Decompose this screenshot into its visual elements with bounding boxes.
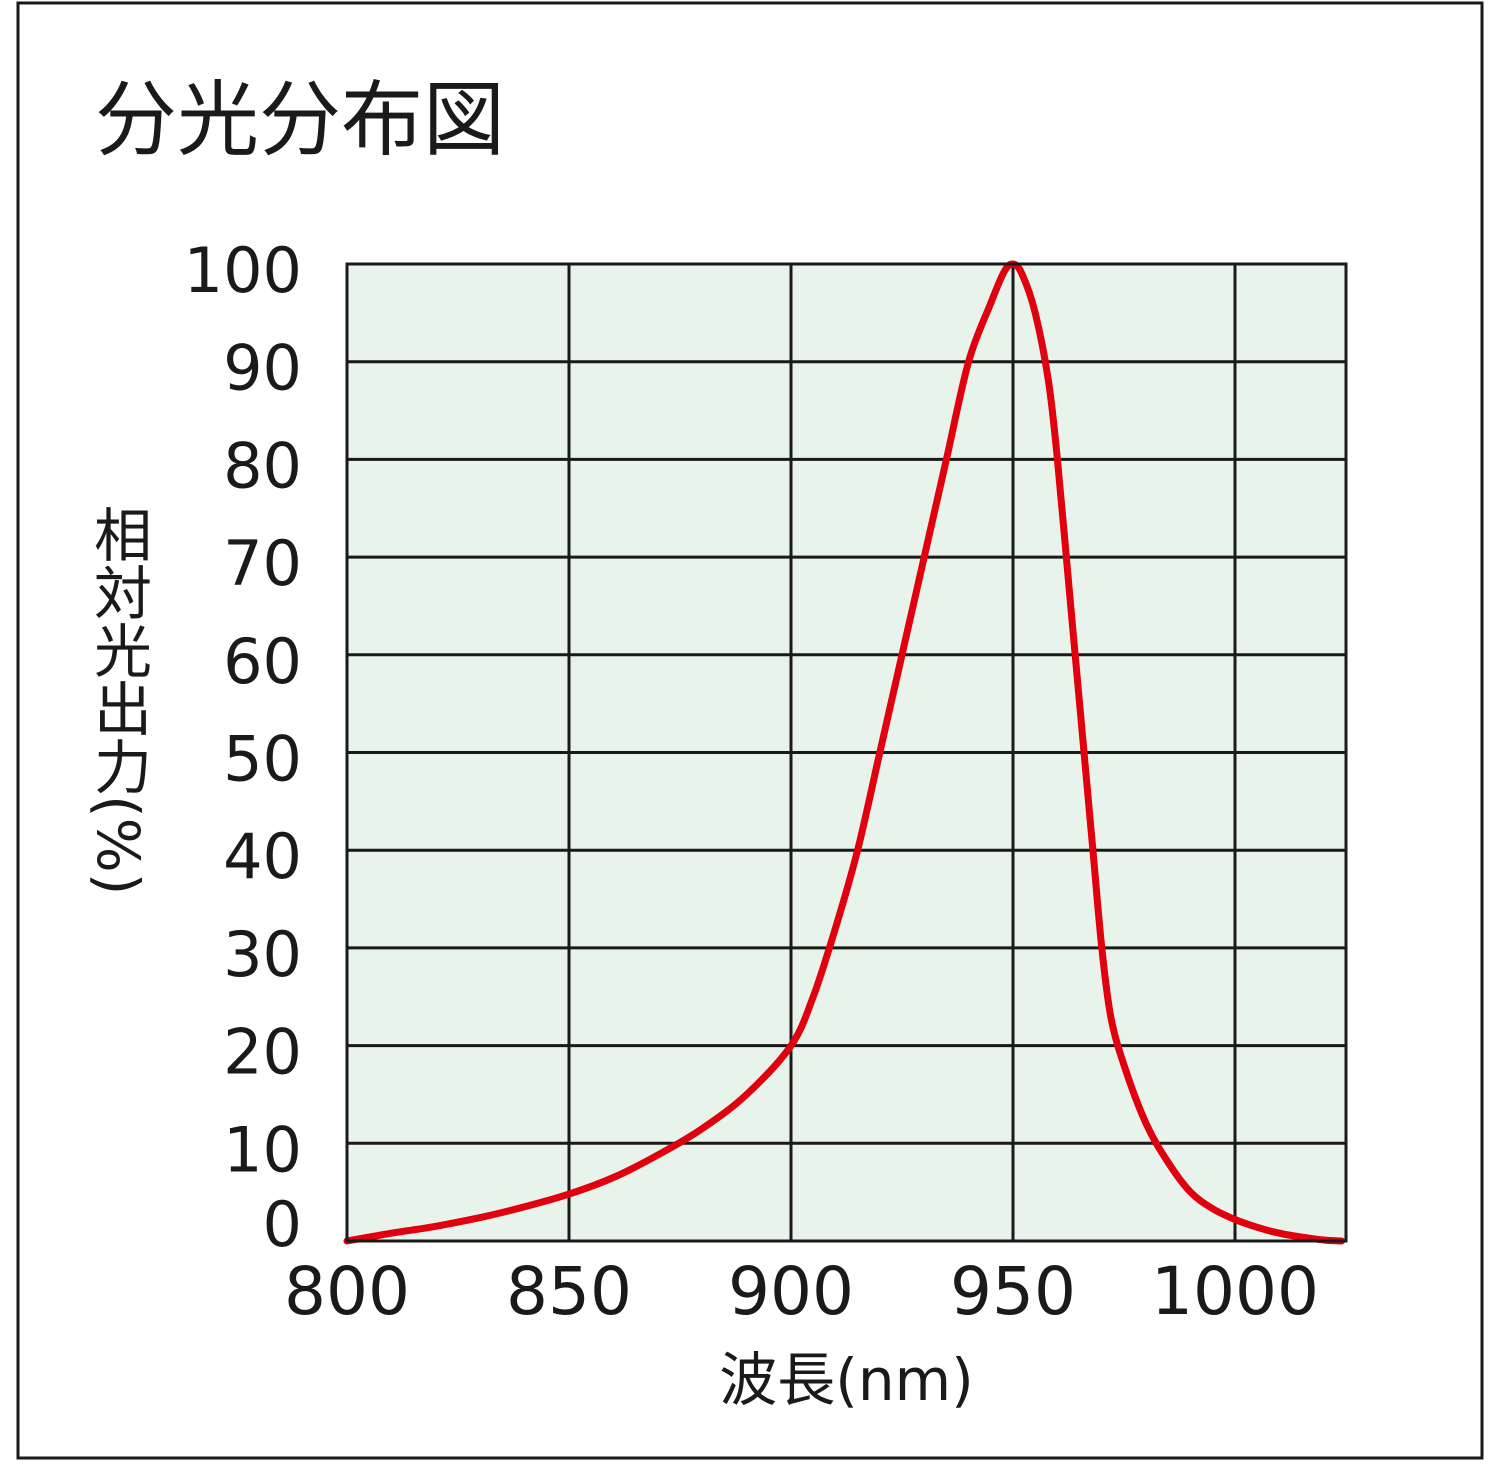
plot-frame — [345, 262, 1348, 1243]
y-tick-label-50: 50 — [223, 723, 302, 796]
y-axis-label: 相対光出力(%) — [84, 505, 152, 895]
x-tick-labels: 800 850 900 950 1000 — [284, 1253, 1319, 1330]
series-line — [343, 260, 1346, 1245]
y-tick-labels: 010 20 30 40 50 60 70 80 90 100 — [184, 234, 302, 1261]
y-tick-label-30: 30 — [223, 918, 302, 991]
y-tick-label-100: 100 — [184, 234, 302, 307]
x-tick-label-850: 850 — [506, 1253, 632, 1330]
x-tick-label-800: 800 — [284, 1253, 410, 1330]
chart-title: 分光分布図 — [95, 73, 505, 168]
x-axis-label: 波長(nm) — [719, 1346, 974, 1414]
x-tick-label-1000: 1000 — [1151, 1253, 1319, 1330]
y-tick-label-10: 10 — [223, 1113, 302, 1186]
y-tick-label-80: 80 — [223, 429, 302, 502]
x-tick-label-900: 900 — [728, 1253, 854, 1330]
y-tick-label-90: 90 — [223, 332, 302, 405]
y-tick-label-0: 0 — [263, 1188, 302, 1261]
x-tick-label-950: 950 — [950, 1253, 1076, 1330]
y-tick-label-40: 40 — [223, 820, 302, 893]
y-tick-label-60: 60 — [223, 625, 302, 698]
y-tick-label-70: 70 — [223, 527, 302, 600]
y-tick-label-20: 20 — [223, 1016, 302, 1089]
